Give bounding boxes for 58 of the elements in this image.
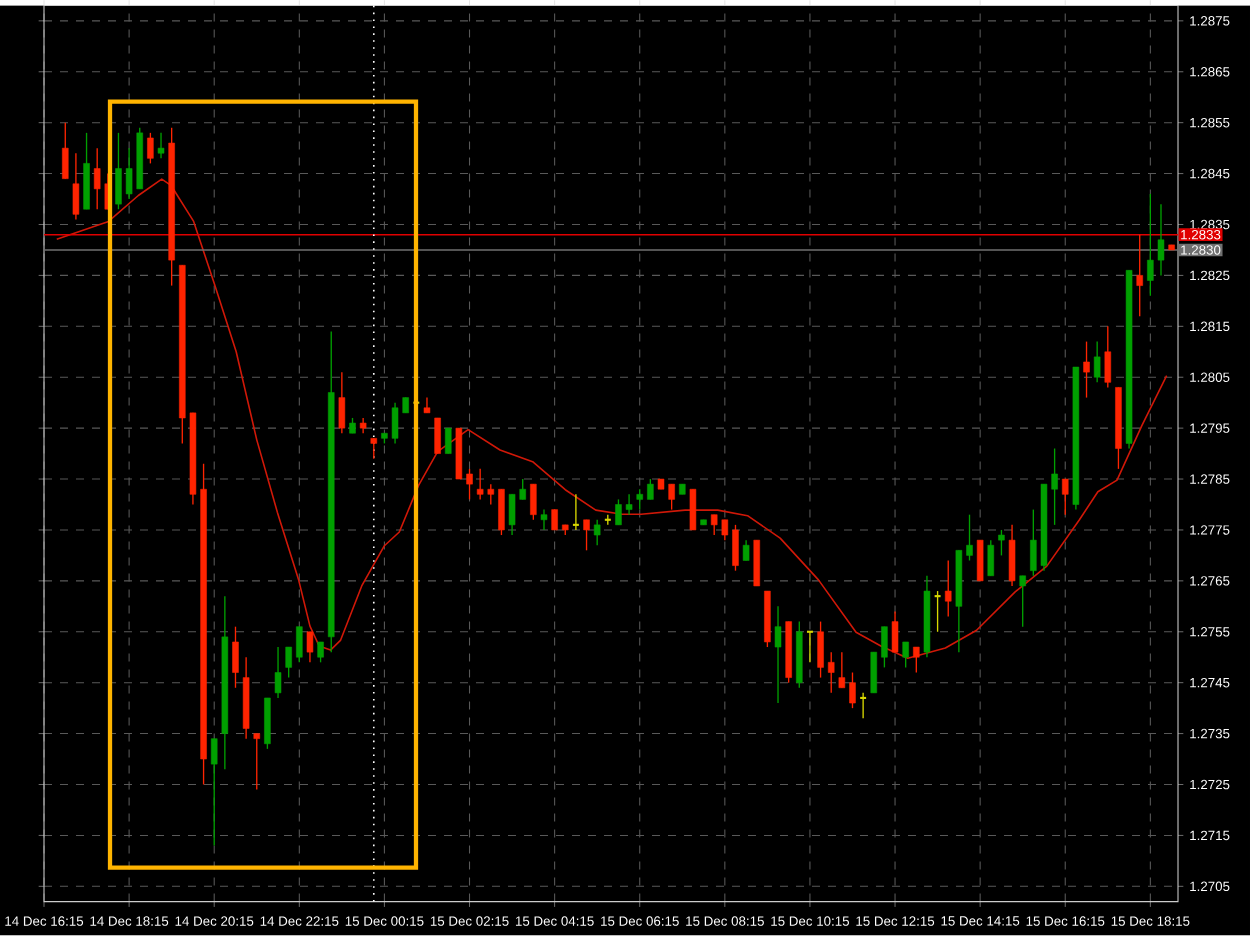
candlestick bbox=[210, 738, 218, 847]
candlestick bbox=[838, 651, 846, 689]
candlestick bbox=[817, 621, 824, 679]
candlestick bbox=[891, 610, 899, 653]
candlestick bbox=[72, 152, 80, 221]
candlestick bbox=[423, 397, 431, 414]
candlestick bbox=[1019, 575, 1026, 628]
candlestick bbox=[530, 483, 537, 521]
candlestick bbox=[870, 651, 878, 694]
candlestick bbox=[62, 122, 69, 180]
candlestick bbox=[966, 514, 973, 562]
candlestick bbox=[933, 590, 942, 633]
candlestick bbox=[583, 519, 590, 552]
candlestick bbox=[1083, 341, 1090, 399]
candlestick bbox=[913, 646, 920, 674]
candlestick bbox=[774, 605, 782, 704]
candlestick bbox=[636, 488, 643, 511]
candlestick bbox=[976, 539, 984, 582]
candlestick bbox=[647, 478, 654, 501]
candlestick bbox=[296, 626, 303, 664]
candlestick bbox=[1136, 234, 1143, 317]
candlestick bbox=[998, 529, 1005, 557]
candlestick bbox=[445, 427, 452, 455]
candlestick bbox=[987, 539, 995, 577]
candlestick bbox=[593, 519, 601, 547]
candlestick bbox=[306, 631, 314, 664]
candlestick bbox=[881, 626, 888, 669]
candlestick bbox=[498, 488, 505, 536]
candlestick bbox=[551, 509, 558, 531]
candlestick bbox=[1008, 524, 1016, 587]
candlestick bbox=[338, 371, 346, 435]
candlestick bbox=[157, 132, 165, 160]
candlestick bbox=[571, 493, 580, 531]
candlestick bbox=[370, 437, 378, 460]
candlestick bbox=[859, 692, 868, 720]
candlestick bbox=[1104, 325, 1112, 389]
candlestick bbox=[434, 417, 441, 455]
candlestick bbox=[944, 560, 952, 618]
candlestick bbox=[1093, 341, 1101, 384]
candlestick bbox=[1062, 478, 1069, 516]
candlestick bbox=[540, 509, 548, 531]
candlestick bbox=[285, 646, 292, 679]
candlestick bbox=[732, 524, 739, 572]
candlestick bbox=[849, 672, 856, 709]
candlestick bbox=[902, 641, 909, 669]
candlestick bbox=[274, 646, 282, 699]
candlestick bbox=[83, 132, 90, 211]
candlestick bbox=[689, 488, 697, 531]
candlestick bbox=[753, 539, 760, 587]
candlestick bbox=[93, 147, 101, 211]
candlestick bbox=[253, 733, 261, 791]
candlestick bbox=[264, 697, 271, 750]
candlestick bbox=[805, 630, 814, 664]
candlestick bbox=[317, 641, 324, 664]
candlestick bbox=[147, 132, 154, 165]
candlestick bbox=[827, 651, 835, 694]
candlestick bbox=[232, 626, 239, 689]
candlestick bbox=[742, 539, 750, 562]
